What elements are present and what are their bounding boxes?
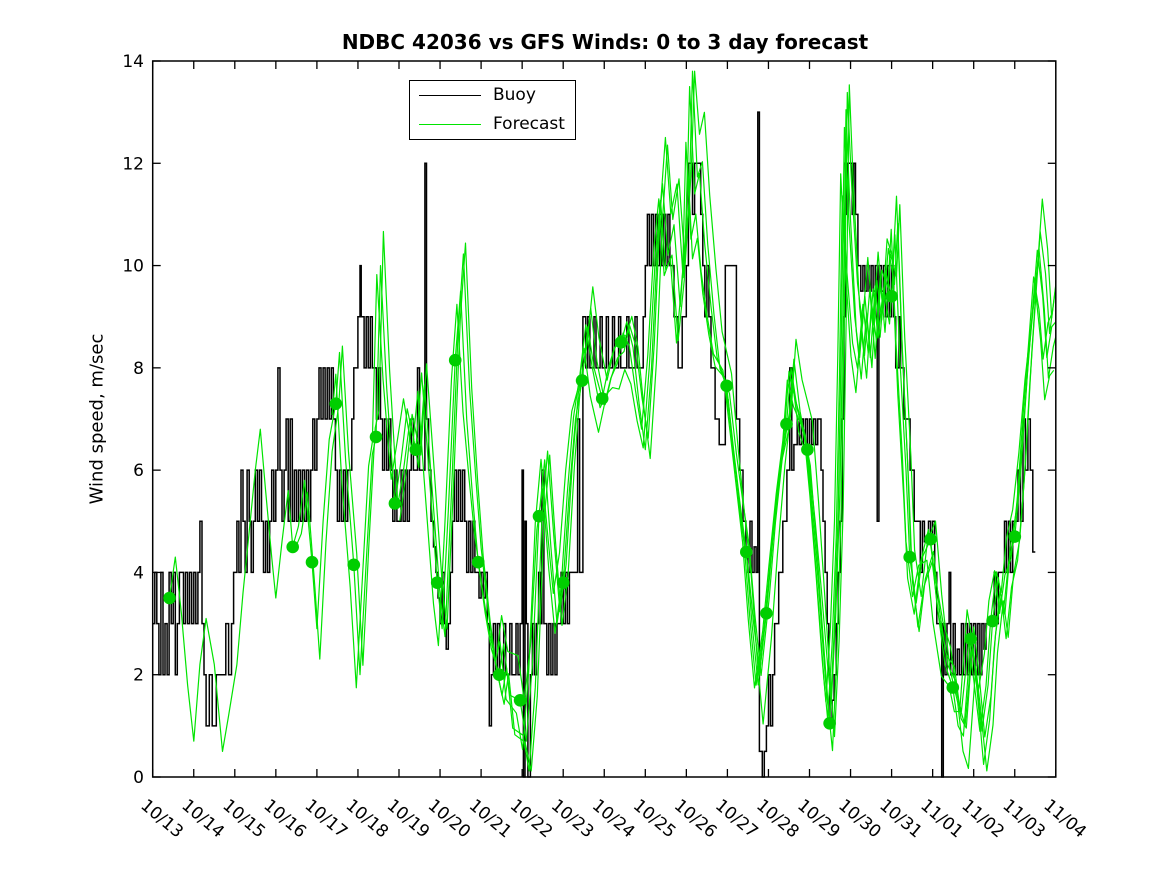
forecast-dot <box>448 353 462 367</box>
y-tick-label: 0 <box>133 768 144 788</box>
forecast-dot <box>885 290 898 303</box>
buoy-line-sample-icon <box>419 95 481 96</box>
forecast-dot <box>595 392 609 405</box>
y-tick-label: 12 <box>122 154 144 174</box>
forecast-dot <box>924 532 937 546</box>
forecast-line-sample-icon <box>419 124 481 125</box>
x-tick-label: 10/16 <box>260 796 310 843</box>
x-tick-label: 10/23 <box>547 796 597 843</box>
forecast-dot <box>329 397 343 411</box>
forecast-dot <box>430 576 444 589</box>
x-tick-label: 10/18 <box>342 796 392 843</box>
x-tick-label: 11/02 <box>957 796 1007 843</box>
forecast-dot <box>347 558 361 572</box>
forecast-dot <box>964 632 978 646</box>
forecast-dot <box>614 336 628 349</box>
x-tick-label: 10/29 <box>793 796 843 843</box>
y-axis-label: Wind speed, m/sec <box>86 333 108 505</box>
forecast-dot <box>163 591 176 605</box>
y-tick-label: 8 <box>133 359 144 379</box>
x-tick-label: 10/21 <box>465 796 515 843</box>
y-tick-label: 4 <box>133 563 144 583</box>
x-tick-label: 10/28 <box>752 796 802 843</box>
legend-item-forecast: Forecast <box>410 113 575 137</box>
forecast-dot <box>720 379 733 393</box>
y-tick-label: 2 <box>133 666 144 686</box>
x-tick-label: 10/24 <box>588 796 638 843</box>
x-tick-label: 10/31 <box>875 796 925 843</box>
y-tick-label: 14 <box>122 52 144 72</box>
forecast-dot <box>575 374 589 387</box>
forecast-line-3 <box>399 70 1057 772</box>
chart-title: NDBC 42036 vs GFS Winds: 0 to 3 day fore… <box>341 30 869 54</box>
x-tick-label: 10/20 <box>424 796 474 843</box>
forecast-dot <box>1008 530 1022 543</box>
forecast-dot <box>409 443 423 457</box>
x-tick-label: 11/03 <box>999 796 1049 843</box>
forecast-dot <box>556 576 570 589</box>
forecast-dot <box>740 545 753 559</box>
forecast-dot <box>946 681 960 694</box>
legend-label-forecast: Forecast <box>493 114 565 134</box>
forecast-dot <box>369 430 383 444</box>
forecast-dot <box>903 550 916 564</box>
legend-item-buoy: Buoy <box>410 84 575 108</box>
forecast-dot <box>492 668 506 681</box>
x-tick-label: 10/15 <box>219 796 269 843</box>
forecast-dot <box>823 717 836 730</box>
legend: Buoy Forecast <box>409 80 576 140</box>
x-tick-label: 11/04 <box>1040 796 1090 843</box>
forecast-dot <box>801 443 814 457</box>
forecast-dot <box>305 555 319 569</box>
x-tick-label: 10/25 <box>629 796 679 843</box>
forecast-dot <box>532 509 546 523</box>
x-tick-label: 10/17 <box>301 796 351 843</box>
forecast-dot <box>986 614 999 628</box>
forecast-dot <box>513 694 527 707</box>
forecast-dot <box>388 497 402 510</box>
x-tick-label: 10/22 <box>506 796 556 843</box>
buoy-series-line <box>152 111 1036 778</box>
forecast-dot <box>471 555 485 569</box>
forecast-dot <box>286 540 300 554</box>
x-tick-label: 10/14 <box>178 796 228 843</box>
x-tick-label: 10/13 <box>136 796 186 843</box>
y-tick-label: 10 <box>122 257 144 277</box>
legend-label-buoy: Buoy <box>493 85 536 105</box>
x-tick-label: 11/01 <box>916 796 966 843</box>
y-tick-label: 6 <box>133 461 144 481</box>
x-tick-label: 10/30 <box>834 796 884 843</box>
forecast-line-0 <box>168 85 1057 753</box>
forecast-line-5 <box>727 109 1057 766</box>
forecast-dot <box>780 417 793 431</box>
forecast-dot <box>760 607 773 620</box>
x-tick-label: 10/27 <box>711 796 761 843</box>
x-tick-label: 10/26 <box>670 796 720 843</box>
x-tick-label: 10/19 <box>383 796 433 843</box>
